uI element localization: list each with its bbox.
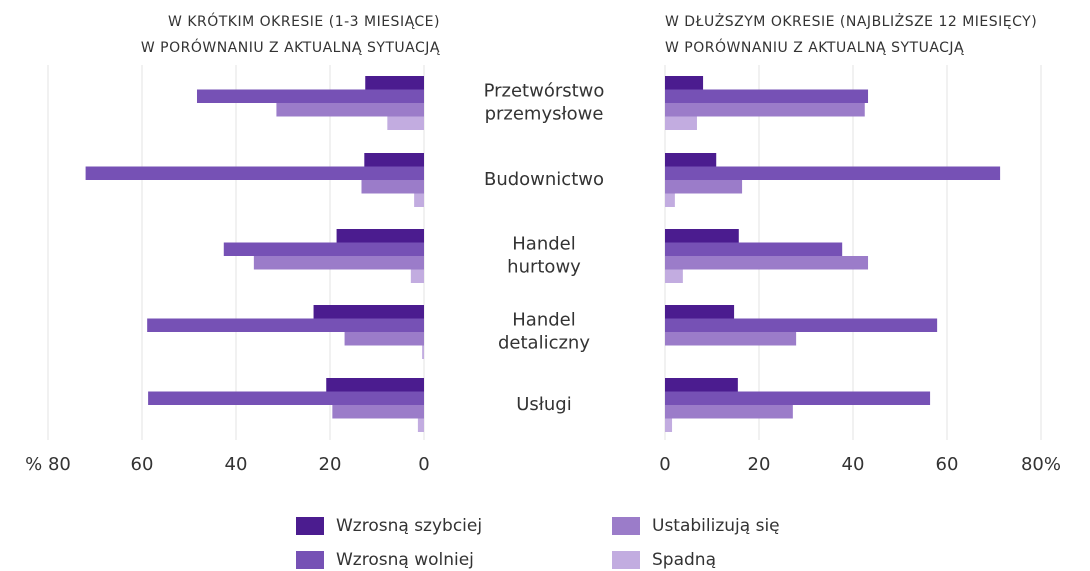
x-tick-label: 40: [225, 454, 248, 475]
x-tick-label: 20: [748, 454, 771, 475]
x-tick-label: 40: [842, 454, 865, 475]
bar: [364, 153, 424, 167]
bar: [665, 193, 675, 207]
bar: [665, 116, 697, 130]
x-tick-label: % 80: [25, 454, 71, 475]
category-label: przemysłowe: [485, 104, 604, 125]
bar: [665, 256, 869, 270]
x-tick-label: 60: [936, 454, 959, 475]
bar: [361, 180, 424, 194]
category-label: Budownictwo: [484, 169, 604, 190]
bar: [665, 242, 843, 256]
bar: [665, 180, 743, 194]
x-tick-label: 80%: [1021, 454, 1061, 475]
bar: [196, 89, 424, 103]
bar: [365, 76, 424, 90]
bar: [85, 166, 424, 180]
legend-label: Spadną: [652, 550, 716, 570]
bar: [147, 318, 425, 332]
bar: [332, 405, 424, 419]
bar: [665, 332, 797, 346]
category-label: Usługi: [516, 394, 572, 415]
legend-swatch: [612, 517, 640, 535]
legend-swatch: [612, 551, 640, 569]
bar: [414, 193, 424, 207]
bar: [665, 305, 735, 319]
bar: [665, 318, 938, 332]
bar: [665, 76, 704, 90]
bar: [410, 269, 424, 283]
legend-swatch: [296, 551, 324, 569]
legend-label: Wzrosną szybciej: [336, 516, 482, 536]
bar: [665, 166, 1001, 180]
bar: [665, 378, 738, 392]
category-label: hurtowy: [507, 257, 581, 278]
bar: [387, 116, 424, 130]
bar: [665, 229, 739, 243]
bar: [253, 256, 424, 270]
x-tick-label: 20: [319, 454, 342, 475]
category-label: Handel: [512, 234, 575, 255]
bar: [665, 405, 793, 419]
panel-title: W DŁUŻSZYM OKRESIE (NAJBLIŻSZE 12 MIESIĘ…: [665, 12, 1037, 30]
bar: [313, 305, 424, 319]
panel-title: W PORÓWNANIU Z AKTUALNĄ SYTUACJĄ: [665, 38, 964, 56]
x-tick-label: 0: [418, 454, 429, 475]
category-label: Handel: [512, 310, 575, 331]
bar: [665, 103, 865, 117]
x-tick-label: 0: [659, 454, 670, 475]
panel-title: W PORÓWNANIU Z AKTUALNĄ SYTUACJĄ: [141, 38, 440, 56]
bar: [665, 269, 683, 283]
bar: [148, 391, 425, 405]
bar: [344, 332, 424, 346]
bar: [326, 378, 424, 392]
category-label: detaliczny: [498, 333, 590, 354]
bar: [665, 153, 717, 167]
legend-swatch: [296, 517, 324, 535]
bar: [276, 103, 424, 117]
bar: [665, 89, 869, 103]
legend-label: Wzrosną wolniej: [336, 550, 474, 570]
panel-title: W KRÓTKIM OKRESIE (1-3 MIESIĄCE): [168, 12, 440, 30]
bar: [336, 229, 424, 243]
x-tick-label: 60: [131, 454, 154, 475]
category-label: Przetwórstwo: [484, 81, 605, 102]
bar: [422, 345, 424, 359]
bar: [223, 242, 424, 256]
bar: [417, 418, 424, 432]
legend-label: Ustabilizują się: [652, 516, 780, 536]
bar: [665, 418, 673, 432]
bar: [665, 391, 931, 405]
